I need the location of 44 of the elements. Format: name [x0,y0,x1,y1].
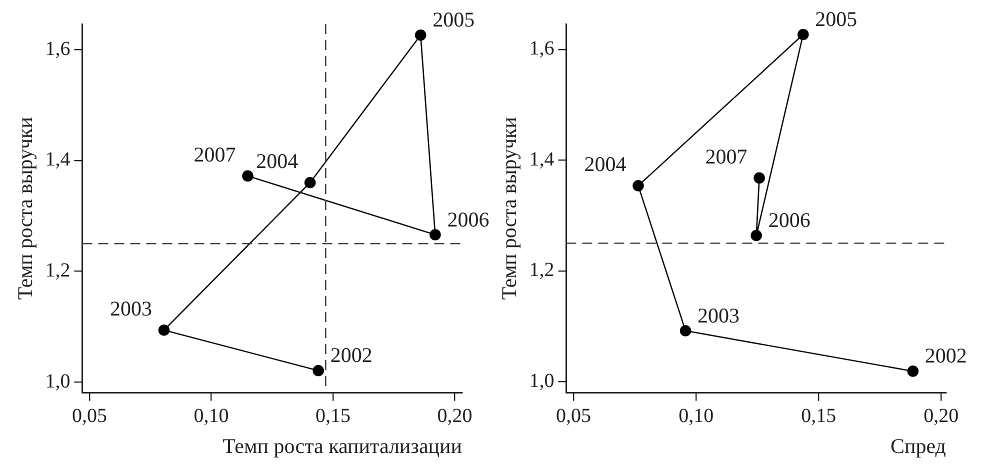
x-tick-label: 0,15 [315,405,350,428]
annotation: 2003 [110,296,152,321]
point [158,324,170,336]
annotation: 2002 [330,343,372,368]
x-tick-label: 0,20 [437,405,472,428]
y-tick-label: 1,2 [45,260,70,282]
y-tick-label: 1,2 [529,259,554,282]
point [632,180,644,192]
x-tick-label: 0,15 [801,405,836,428]
y-tick-label: 1,6 [45,38,70,60]
point [680,325,692,336]
point [414,29,426,41]
point [312,364,324,376]
x-tick-label: 0,20 [924,405,959,428]
annotation: 2003 [698,303,740,328]
x-axis-title: Темп роста капитализации [222,434,462,458]
x-tick-label: 0,05 [72,405,108,428]
y-tick-label: 1,0 [45,370,70,393]
y-tick-label: 1,6 [529,38,554,60]
annotation: 2006 [768,208,810,232]
annotation: 2002 [924,344,967,368]
y-tick-label: 1,4 [529,148,554,170]
annotation: 2004 [256,149,299,174]
point [750,230,762,242]
annotation: 2007 [194,142,236,166]
annotation: 2004 [584,152,627,176]
point [304,176,316,188]
point [430,229,441,240]
annotation: 2007 [705,144,748,168]
point [907,366,919,377]
x-tick-label: 0,05 [556,405,592,428]
annotation: 2006 [447,207,490,232]
y-axis-title: Темп роста выручки [497,117,522,300]
y-tick-label: 1,0 [529,370,554,392]
annotation: 2005 [432,8,475,32]
point [242,170,254,182]
x-tick-label: 0,10 [678,405,714,428]
x-axis-title: Спред [890,434,946,458]
annotation: 2005 [815,7,858,32]
y-axis-title: Темп роста выручки [13,117,38,300]
point [797,28,809,40]
point [754,172,765,184]
x-tick-label: 0,10 [194,405,229,428]
y-tick-label: 1,4 [45,148,70,171]
